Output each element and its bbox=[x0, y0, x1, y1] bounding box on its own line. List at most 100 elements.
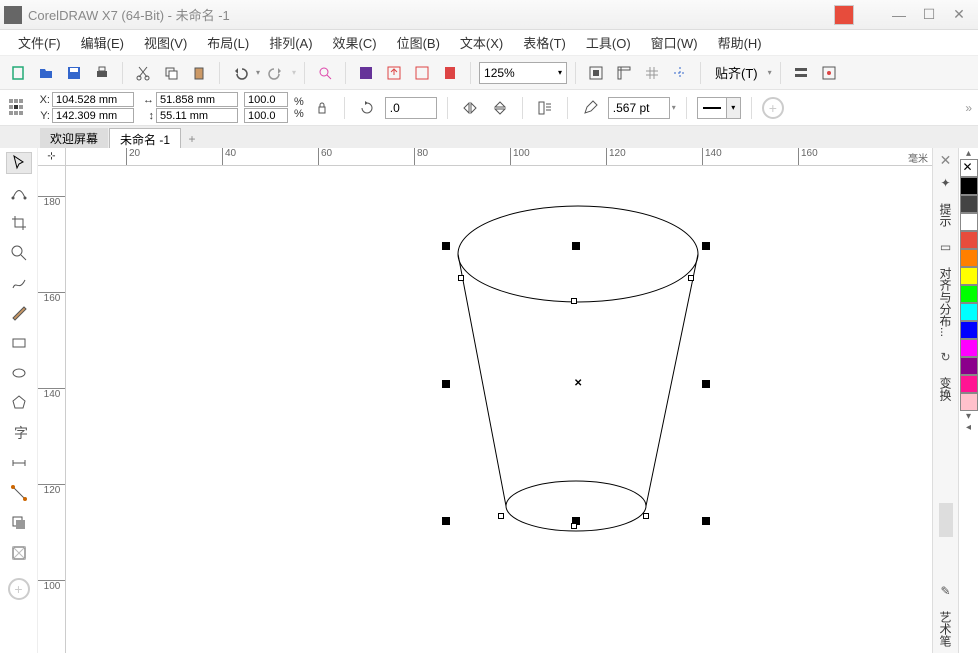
drop-shadow-tool[interactable] bbox=[6, 512, 32, 534]
rotation-input[interactable] bbox=[385, 97, 437, 119]
menu-item[interactable]: 效果(C) bbox=[323, 30, 387, 55]
connector-tool[interactable] bbox=[6, 482, 32, 504]
fullscreen-icon[interactable] bbox=[584, 61, 608, 85]
menu-item[interactable]: 视图(V) bbox=[134, 30, 197, 55]
color-swatch[interactable] bbox=[960, 213, 978, 231]
shape-tool[interactable] bbox=[6, 182, 32, 204]
polygon-tool[interactable] bbox=[6, 392, 32, 414]
selection-center[interactable]: ✕ bbox=[574, 378, 582, 389]
hints-icon[interactable]: ✦ bbox=[934, 171, 958, 195]
color-swatch[interactable] bbox=[960, 285, 978, 303]
drawing-canvas[interactable]: ✕ bbox=[66, 166, 932, 653]
menu-item[interactable]: 编辑(E) bbox=[71, 30, 134, 55]
menu-item[interactable]: 窗口(W) bbox=[641, 30, 708, 55]
line-style-arrow[interactable]: ▾ bbox=[727, 97, 741, 119]
docker-artistic[interactable]: 艺术笔 bbox=[935, 605, 956, 653]
selection-handle[interactable] bbox=[572, 242, 580, 250]
rectangle-tool[interactable] bbox=[6, 332, 32, 354]
user-avatar[interactable] bbox=[834, 5, 854, 25]
color-swatch[interactable] bbox=[960, 339, 978, 357]
shape-node[interactable] bbox=[571, 298, 577, 304]
docker-transform[interactable]: 变换 bbox=[935, 371, 956, 407]
search-icon[interactable] bbox=[313, 61, 337, 85]
docker-align[interactable]: 对齐与分布... bbox=[935, 261, 956, 343]
save-icon[interactable] bbox=[62, 61, 86, 85]
options-icon[interactable] bbox=[789, 61, 813, 85]
guides-icon[interactable] bbox=[668, 61, 692, 85]
color-swatch[interactable] bbox=[960, 177, 978, 195]
artistic-icon[interactable]: ✎ bbox=[934, 579, 958, 603]
tab-welcome[interactable]: 欢迎屏幕 bbox=[40, 128, 108, 148]
tab-add-button[interactable]: + bbox=[182, 130, 202, 148]
menu-item[interactable]: 表格(T) bbox=[513, 30, 576, 55]
palette-expand-arrow[interactable]: ◂ bbox=[959, 422, 978, 433]
align-icon[interactable]: ▭ bbox=[934, 235, 958, 259]
zoom-dropdown[interactable]: 125%▾ bbox=[479, 62, 567, 84]
export-icon[interactable] bbox=[382, 61, 406, 85]
snap-to-label[interactable]: 贴齐(T) bbox=[709, 63, 764, 82]
mirror-h-icon[interactable] bbox=[458, 96, 482, 120]
docker-close-icon[interactable]: ✕ bbox=[940, 152, 952, 169]
transparency-tool[interactable] bbox=[6, 542, 32, 564]
lock-ratio-icon[interactable] bbox=[310, 96, 334, 120]
menu-item[interactable]: 文件(F) bbox=[8, 30, 71, 55]
selection-handle[interactable] bbox=[442, 380, 450, 388]
print-icon[interactable] bbox=[90, 61, 114, 85]
publish-icon[interactable] bbox=[410, 61, 434, 85]
menu-item[interactable]: 工具(O) bbox=[576, 30, 641, 55]
menu-item[interactable]: 布局(L) bbox=[197, 30, 259, 55]
color-swatch[interactable] bbox=[960, 303, 978, 321]
color-swatch[interactable] bbox=[960, 249, 978, 267]
undo-icon[interactable] bbox=[228, 61, 252, 85]
import-icon[interactable] bbox=[354, 61, 378, 85]
scale-y-input[interactable] bbox=[244, 108, 288, 123]
ellipse-tool[interactable] bbox=[6, 362, 32, 384]
open-icon[interactable] bbox=[34, 61, 58, 85]
mirror-v-icon[interactable] bbox=[488, 96, 512, 120]
maximize-button[interactable]: ☐ bbox=[914, 5, 944, 25]
color-swatch[interactable] bbox=[960, 231, 978, 249]
artistic-media-tool[interactable] bbox=[6, 302, 32, 324]
cut-icon[interactable] bbox=[131, 61, 155, 85]
copy-icon[interactable] bbox=[159, 61, 183, 85]
menu-item[interactable]: 帮助(H) bbox=[708, 30, 772, 55]
redo-icon[interactable] bbox=[264, 61, 288, 85]
shape-node[interactable] bbox=[571, 523, 577, 529]
grid-icon[interactable] bbox=[640, 61, 664, 85]
y-position-input[interactable] bbox=[52, 108, 134, 123]
menu-item[interactable]: 文本(X) bbox=[450, 30, 513, 55]
menu-item[interactable]: 位图(B) bbox=[387, 30, 450, 55]
color-swatch[interactable] bbox=[960, 393, 978, 411]
freehand-tool[interactable] bbox=[6, 272, 32, 294]
outline-width-input[interactable] bbox=[608, 97, 670, 119]
menu-item[interactable]: 排列(A) bbox=[259, 30, 322, 55]
selection-handle[interactable] bbox=[702, 517, 710, 525]
zoom-tool[interactable] bbox=[6, 242, 32, 264]
wrap-text-icon[interactable] bbox=[533, 96, 557, 120]
object-origin-icon[interactable] bbox=[6, 96, 30, 120]
color-swatch[interactable] bbox=[960, 357, 978, 375]
shape-node[interactable] bbox=[458, 275, 464, 281]
no-color-swatch[interactable] bbox=[960, 159, 978, 177]
pdf-icon[interactable] bbox=[438, 61, 462, 85]
docker-scroll[interactable] bbox=[939, 503, 953, 537]
selection-handle[interactable] bbox=[442, 242, 450, 250]
pick-tool[interactable] bbox=[6, 152, 32, 174]
docker-hints[interactable]: 提示 bbox=[935, 197, 956, 233]
width-input[interactable] bbox=[156, 92, 238, 107]
color-swatch[interactable] bbox=[960, 195, 978, 213]
add-preset-button[interactable]: + bbox=[762, 97, 784, 119]
scale-x-input[interactable] bbox=[244, 92, 288, 107]
selection-handle[interactable] bbox=[702, 380, 710, 388]
crop-tool[interactable] bbox=[6, 212, 32, 234]
color-swatch[interactable] bbox=[960, 321, 978, 339]
new-icon[interactable] bbox=[6, 61, 30, 85]
minimize-button[interactable]: — bbox=[884, 5, 914, 25]
color-swatch[interactable] bbox=[960, 375, 978, 393]
rulers-icon[interactable] bbox=[612, 61, 636, 85]
selection-handle[interactable] bbox=[442, 517, 450, 525]
selection-handle[interactable] bbox=[702, 242, 710, 250]
shape-node[interactable] bbox=[643, 513, 649, 519]
toolbox-expand[interactable]: + bbox=[8, 578, 30, 600]
transform-icon[interactable]: ↻ bbox=[934, 345, 958, 369]
